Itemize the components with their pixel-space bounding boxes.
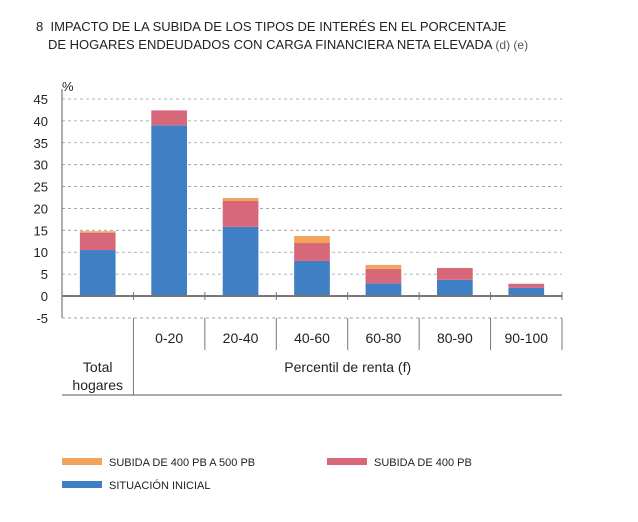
- bar-segment: [79, 231, 116, 233]
- bar-segment: [437, 279, 473, 296]
- legend-swatch: [327, 458, 367, 465]
- y-tick-label: 5: [41, 267, 48, 282]
- x-tick-label: 40-60: [294, 330, 330, 346]
- bar-segment: [294, 260, 330, 296]
- x-tick-label: 80-90: [437, 330, 473, 346]
- bar-segment: [79, 232, 116, 251]
- x-tick-label: 0-20: [155, 330, 183, 346]
- legend-label: SITUACIÓN INICIAL: [109, 479, 210, 492]
- y-tick-label: 45: [34, 92, 48, 107]
- title-number: 8: [36, 19, 44, 34]
- bar-segment: [79, 250, 116, 296]
- x-tick-label: 20-40: [223, 330, 259, 346]
- group-label-percentiles: Percentil de renta (f): [284, 359, 411, 375]
- bar-segment: [294, 236, 330, 244]
- bar-segment: [508, 283, 545, 288]
- y-tick-label: 15: [34, 223, 48, 238]
- y-tick-label: 40: [34, 114, 48, 129]
- chart-title: 8 IMPACTO DE LA SUBIDA DE LOS TIPOS DE I…: [36, 18, 528, 54]
- y-tick-label: 0: [41, 289, 48, 304]
- title-line2: DE HOGARES ENDEUDADOS CON CARGA FINANCIE…: [48, 37, 492, 52]
- bar-segment: [222, 201, 259, 227]
- y-tick-label: 35: [34, 136, 48, 151]
- bar-segment: [151, 110, 187, 126]
- bar-segment: [508, 287, 545, 296]
- legend-label: SUBIDA DE 400 PB: [374, 457, 472, 469]
- bar-segment: [437, 267, 473, 280]
- group-label-total: Total: [83, 359, 113, 375]
- bar-segment: [365, 264, 402, 269]
- bar-segment: [151, 125, 187, 297]
- y-tick-label: 30: [34, 158, 48, 173]
- bar-segment: [365, 268, 402, 284]
- y-tick-label: 20: [34, 201, 48, 216]
- y-tick-label: -5: [36, 311, 48, 326]
- y-axis-label: %: [62, 79, 74, 94]
- legend-label: SUBIDA DE 400 PB A 500 PB: [109, 457, 255, 469]
- x-tick-label: 60-80: [366, 330, 402, 346]
- title-notes: (d) (e): [495, 38, 529, 52]
- bar-segment: [222, 226, 259, 296]
- bar-segment: [365, 283, 402, 296]
- bar-segment: [294, 243, 330, 261]
- y-tick-label: 10: [34, 245, 48, 260]
- bar-segment: [222, 197, 259, 202]
- y-tick-label: 25: [34, 180, 48, 195]
- legend-swatch: [62, 481, 102, 488]
- legend-swatch: [62, 458, 102, 465]
- x-tick-label: 90-100: [504, 330, 548, 346]
- group-label-total: hogares: [72, 377, 123, 393]
- title-line1: IMPACTO DE LA SUBIDA DE LOS TIPOS DE INT…: [50, 19, 507, 34]
